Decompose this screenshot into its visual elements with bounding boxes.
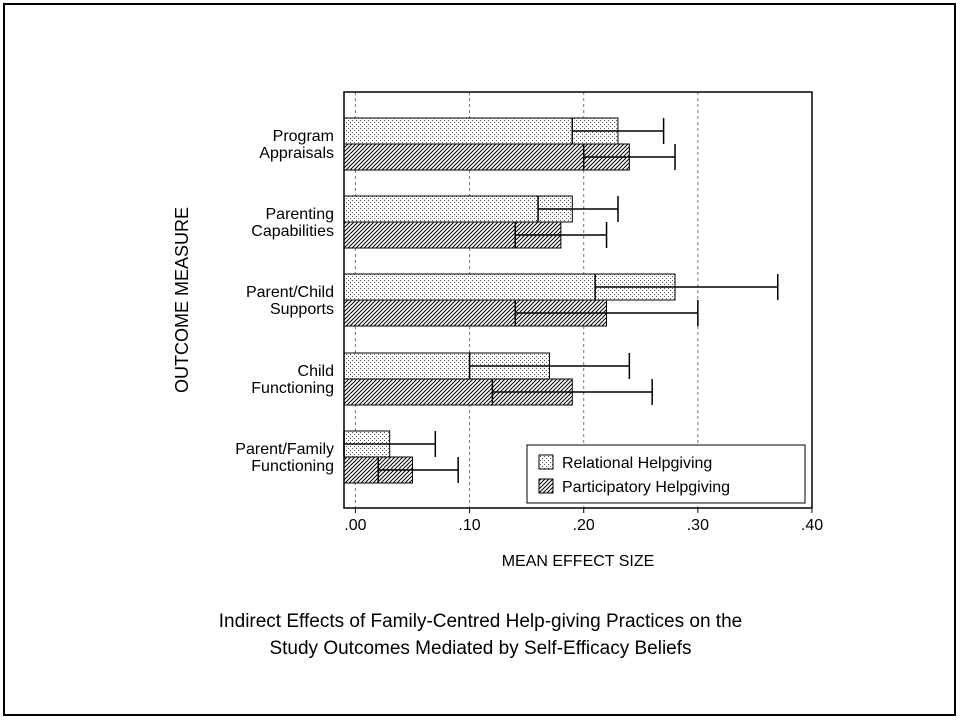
legend-swatch	[538, 454, 554, 470]
category-label-line: Functioning	[251, 458, 334, 475]
bar	[343, 143, 630, 171]
category-label: Parent/Child Supports	[246, 284, 334, 318]
category-label: Parenting Capabilities	[251, 206, 334, 240]
category-label: Parent/Family Functioning	[235, 441, 334, 475]
category-label-line: Parent/Family	[235, 441, 334, 458]
category-label-line: Program	[273, 128, 334, 145]
legend: Relational Helpgiving Participatory Helpg…	[526, 444, 806, 504]
plot-area	[343, 91, 813, 509]
x-tick-label: .30	[687, 517, 709, 534]
category-label-line: Appraisals	[259, 145, 334, 162]
legend-box	[526, 444, 806, 504]
legend-label: Participatory Helpgiving	[562, 479, 730, 496]
category-label-line: Supports	[270, 301, 334, 318]
category-label-line: Capabilities	[251, 223, 334, 240]
category-label: Program Appraisals	[259, 128, 334, 162]
bar	[343, 195, 573, 223]
y-axis-label: OUTCOME MEASURE	[172, 207, 192, 393]
legend-swatch	[538, 478, 554, 494]
caption-line-2: Study Outcomes Mediated by Self-Efficacy…	[269, 638, 692, 659]
x-tick-label: .10	[458, 517, 480, 534]
category-label-line: Child	[298, 363, 334, 380]
category-label: Child Functioning	[251, 363, 334, 397]
category-label-line: Parenting	[266, 206, 335, 223]
x-tick-label: .20	[573, 517, 595, 534]
category-label-line: Parent/Child	[246, 284, 334, 301]
x-tick-label: .00	[344, 517, 366, 534]
x-axis-label: MEAN EFFECT SIZE	[502, 553, 655, 570]
category-label-line: Functioning	[251, 380, 334, 397]
legend-label: Relational Helpgiving	[562, 455, 712, 472]
x-tick-label: .40	[801, 517, 823, 534]
caption-line-1: Indirect Effects of Family-Centred Help-…	[218, 611, 743, 632]
figure-caption: Indirect Effects of Family-Centred Help-…	[0, 608, 961, 662]
